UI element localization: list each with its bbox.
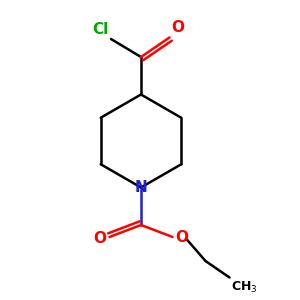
Text: O: O bbox=[94, 231, 106, 246]
Text: O: O bbox=[175, 230, 188, 244]
Text: Cl: Cl bbox=[92, 22, 109, 37]
Text: O: O bbox=[171, 20, 184, 35]
Text: CH$_3$: CH$_3$ bbox=[231, 280, 258, 295]
Text: N: N bbox=[135, 180, 147, 195]
